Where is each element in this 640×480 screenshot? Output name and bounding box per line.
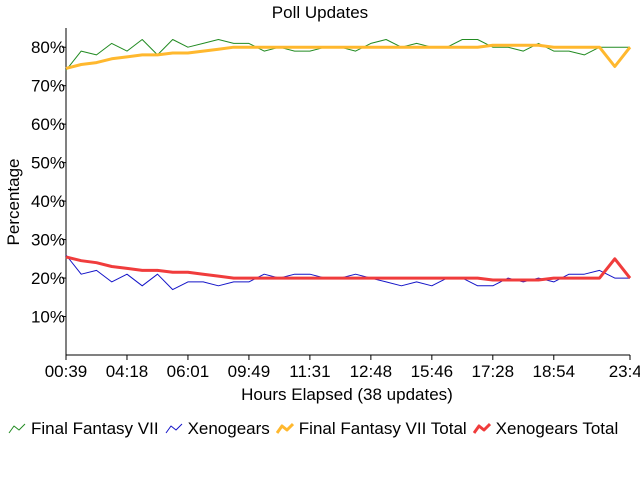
legend-swatch: [8, 423, 26, 434]
chart-legend: Final Fantasy VII Xenogears Final Fantasy …: [8, 418, 628, 442]
y-tick-label: 10%: [31, 308, 65, 327]
legend-swatch: [275, 422, 294, 434]
x-tick-label: 17:28: [472, 362, 515, 381]
legend-label: Final Fantasy VII: [31, 419, 159, 438]
x-tick-label: 23:46: [609, 362, 640, 381]
plot-area: [65, 39, 632, 291]
y-tick-label: 50%: [31, 154, 65, 173]
legend-swatch: [165, 423, 182, 434]
x-tick-label: 04:18: [106, 362, 149, 381]
y-tick-label: 60%: [31, 115, 65, 134]
legend-item: Xenogears: [165, 418, 270, 440]
x-tick-label: 06:01: [167, 362, 210, 381]
x-tick-label: 18:54: [533, 362, 576, 381]
y-tick-label: 40%: [31, 192, 65, 211]
legend-item: Xenogears Total: [472, 418, 619, 440]
series-line-3: [65, 255, 632, 282]
x-tick-label: 09:49: [228, 362, 271, 381]
x-tick-label: 15:46: [411, 362, 454, 381]
x-tick-label: 00:39: [45, 362, 88, 381]
y-tick-label: 20%: [31, 269, 65, 288]
legend-swatch: [472, 422, 491, 434]
legend-item: Final Fantasy VII Total: [275, 418, 467, 440]
series-line-1: [65, 254, 630, 291]
legend-label: Xenogears: [187, 419, 270, 438]
chart-title: Poll Updates: [272, 3, 368, 22]
series-line-2: [65, 43, 632, 70]
x-tick-label: 11:31: [289, 362, 330, 381]
x-tick-label: 12:48: [350, 362, 393, 381]
legend-label: Final Fantasy VII Total: [298, 419, 467, 438]
y-axis: 10% 20% 30% 40% 50% 60% 70% 80%: [31, 28, 67, 355]
x-axis-label: Hours Elapsed (38 updates): [241, 385, 453, 404]
y-tick-label: 30%: [31, 231, 65, 250]
legend-label: Xenogears Total: [495, 419, 619, 438]
x-axis: 00:39 04:18 06:01 09:49 11:31 12:48 15:46 17:28…: [45, 354, 640, 381]
y-axis-label: Percentage: [4, 159, 23, 246]
y-tick-label: 80%: [31, 38, 65, 57]
legend-item: Final Fantasy VII: [8, 418, 159, 440]
y-tick-label: 70%: [31, 77, 65, 96]
